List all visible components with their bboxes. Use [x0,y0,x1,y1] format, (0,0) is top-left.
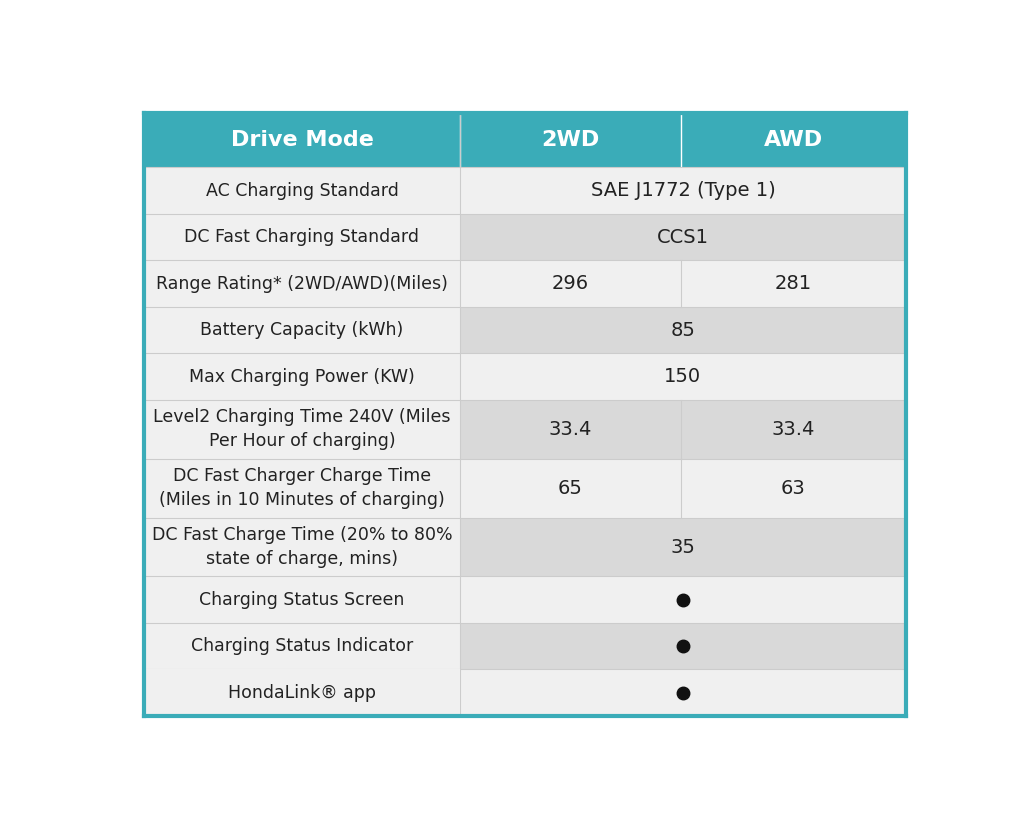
Text: AC Charging Standard: AC Charging Standard [206,182,398,200]
Bar [143,623,460,669]
Text: 281: 281 [775,274,812,293]
Text: 33.4: 33.4 [772,420,815,438]
Text: 2WD: 2WD [542,130,600,151]
Bar [143,459,460,518]
Text: Range Rating* (2WD/AWD)(Miles): Range Rating* (2WD/AWD)(Miles) [156,275,447,293]
Bar [143,354,906,400]
Bar [143,307,906,354]
Bar [143,307,460,354]
Text: DC Fast Charger Charge Time
(Miles in 10 Minutes of charging): DC Fast Charger Charge Time (Miles in 10… [159,467,444,509]
Text: Charging Status Indicator: Charging Status Indicator [190,637,413,655]
Bar [143,260,906,307]
Bar [143,518,906,576]
Text: AWD: AWD [764,130,823,151]
Bar [143,669,906,716]
Text: 63: 63 [781,478,806,498]
Bar [143,167,460,214]
Text: 85: 85 [671,320,695,340]
Text: SAE J1772 (Type 1): SAE J1772 (Type 1) [591,181,775,200]
Text: Battery Capacity (kWh): Battery Capacity (kWh) [201,321,403,339]
Text: 33.4: 33.4 [549,420,592,438]
Bar [143,354,460,400]
Bar [143,400,906,459]
Bar [143,576,906,623]
Text: HondaLink® app: HondaLink® app [228,684,376,702]
Text: DC Fast Charge Time (20% to 80%
state of charge, mins): DC Fast Charge Time (20% to 80% state of… [152,526,453,568]
Text: 65: 65 [558,478,583,498]
Text: 150: 150 [665,367,701,386]
Bar [143,459,906,518]
Text: DC Fast Charging Standard: DC Fast Charging Standard [184,228,420,246]
Text: HondaLink® app: HondaLink® app [228,684,376,702]
Bar [143,518,460,576]
Text: 35: 35 [671,538,695,557]
Bar [143,669,460,716]
Text: 296: 296 [552,274,589,293]
Text: CCS1: CCS1 [656,227,709,247]
Bar [143,214,906,260]
Text: Drive Mode: Drive Mode [230,130,374,151]
Bar [143,260,460,307]
Bar [143,113,906,167]
Text: Charging Status Screen: Charging Status Screen [200,591,404,609]
Bar [143,623,906,669]
Bar [143,576,460,623]
Text: Level2 Charging Time 240V (Miles
Per Hour of charging): Level2 Charging Time 240V (Miles Per Hou… [154,408,451,450]
Bar [143,167,906,214]
Text: Max Charging Power (KW): Max Charging Power (KW) [189,368,415,385]
Bar [143,400,460,459]
Bar [143,214,460,260]
Bar [143,669,460,716]
